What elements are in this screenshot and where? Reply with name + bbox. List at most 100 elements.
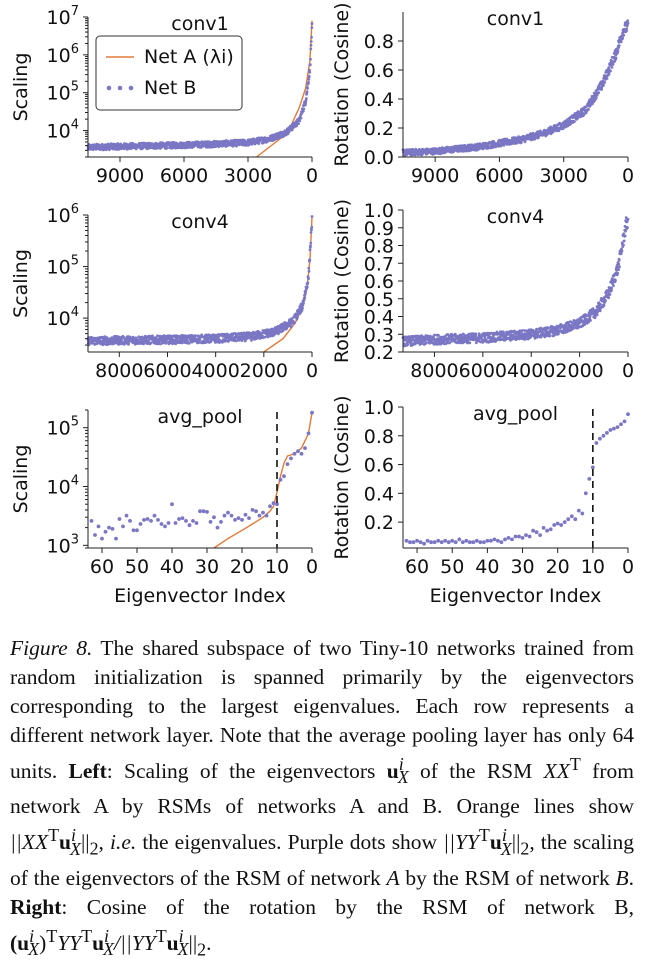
point <box>197 341 201 344</box>
point <box>292 451 297 456</box>
point <box>594 96 598 100</box>
y-tick-label: 0.6 <box>364 60 394 82</box>
point <box>264 513 269 518</box>
panel-avgpool-rotation: 60 50 40 30 20 10 0 1.0 0.8 0.6 0.4 0.2 avg_pool Rota… <box>331 395 634 607</box>
point <box>411 540 416 545</box>
point <box>136 338 140 342</box>
point <box>161 341 165 344</box>
line-conv1-scaling <box>256 20 313 158</box>
point <box>559 523 564 527</box>
y-tick-label: 103 <box>47 532 79 557</box>
caption-label: Figure 8. <box>10 636 93 660</box>
point <box>310 22 314 26</box>
point <box>310 410 314 415</box>
panel-title: conv1 <box>171 13 228 35</box>
point <box>310 35 313 39</box>
point <box>545 528 549 533</box>
point <box>425 538 430 543</box>
point <box>597 91 601 95</box>
point <box>268 504 272 509</box>
x-tick-label: 8000 <box>410 360 458 382</box>
point <box>601 433 606 438</box>
point <box>548 334 552 338</box>
point <box>564 324 568 327</box>
series-avgpool-scaling-0 <box>213 412 313 549</box>
panel-conv1-rotation: 9000 6000 3000 0 0.8 0.6 0.4 0.2 0.0 conv1 Rotatio… <box>331 2 634 187</box>
point <box>303 296 307 300</box>
y-tick-label: 106 <box>47 42 79 67</box>
point <box>485 538 490 543</box>
point <box>622 33 626 37</box>
point <box>437 334 440 337</box>
point <box>301 109 305 113</box>
point <box>471 540 476 545</box>
point <box>250 508 255 512</box>
point <box>307 269 311 273</box>
point <box>257 142 261 146</box>
legend-entry: Net A (λi) <box>144 46 234 68</box>
point <box>165 146 169 150</box>
point <box>163 524 167 529</box>
point <box>616 49 620 53</box>
point <box>308 258 312 262</box>
point <box>587 108 590 111</box>
point <box>296 449 300 453</box>
point <box>198 509 202 514</box>
y-tick-label: 104 <box>47 305 79 330</box>
point <box>289 456 293 461</box>
y-axis-label: Rotation (Cosine) <box>331 395 353 559</box>
point <box>135 528 139 533</box>
panel-title: avg_pool <box>157 406 242 428</box>
series-conv1-scaling-1 <box>86 22 314 152</box>
point <box>482 540 486 545</box>
x-tick-label: 8000 <box>95 360 143 382</box>
point <box>513 534 518 539</box>
point <box>439 540 444 545</box>
point <box>503 537 507 542</box>
point <box>506 536 511 540</box>
point <box>297 122 300 125</box>
x-tick-label: 30 <box>195 556 219 578</box>
point <box>243 512 248 517</box>
point <box>159 522 164 526</box>
point <box>573 517 578 522</box>
point <box>433 333 436 337</box>
x-tick-label: 50 <box>125 556 149 578</box>
point <box>260 136 264 140</box>
point <box>226 510 230 515</box>
point <box>474 538 479 543</box>
point <box>557 332 560 336</box>
point <box>527 534 532 539</box>
series-conv4-rotation-0 <box>401 216 630 348</box>
point <box>534 530 539 535</box>
point <box>278 477 283 482</box>
point <box>277 135 281 139</box>
y-tick-label: 1.0 <box>364 200 394 222</box>
point <box>110 527 115 531</box>
point <box>254 509 258 514</box>
point <box>552 523 557 527</box>
point <box>502 332 505 335</box>
y-tick-label: 0.8 <box>364 236 394 258</box>
point <box>612 284 615 287</box>
point <box>270 327 274 331</box>
point <box>587 320 591 324</box>
point <box>151 334 154 338</box>
x-tick-label: 60 <box>405 556 429 578</box>
x-tick-label: 0 <box>622 556 634 578</box>
point <box>121 524 125 529</box>
point <box>156 518 160 522</box>
point <box>425 341 428 345</box>
x-tick-label: 0 <box>306 165 318 187</box>
y-axis-label: Rotation (Cosine) <box>331 2 353 166</box>
point <box>619 422 623 427</box>
point <box>93 533 97 537</box>
point <box>271 501 276 506</box>
panel-title: conv1 <box>487 8 544 30</box>
point <box>541 526 546 530</box>
point <box>128 519 132 523</box>
point <box>222 513 227 518</box>
point <box>149 341 153 345</box>
y-tick-label: 0.7 <box>364 253 394 275</box>
point <box>187 523 192 528</box>
